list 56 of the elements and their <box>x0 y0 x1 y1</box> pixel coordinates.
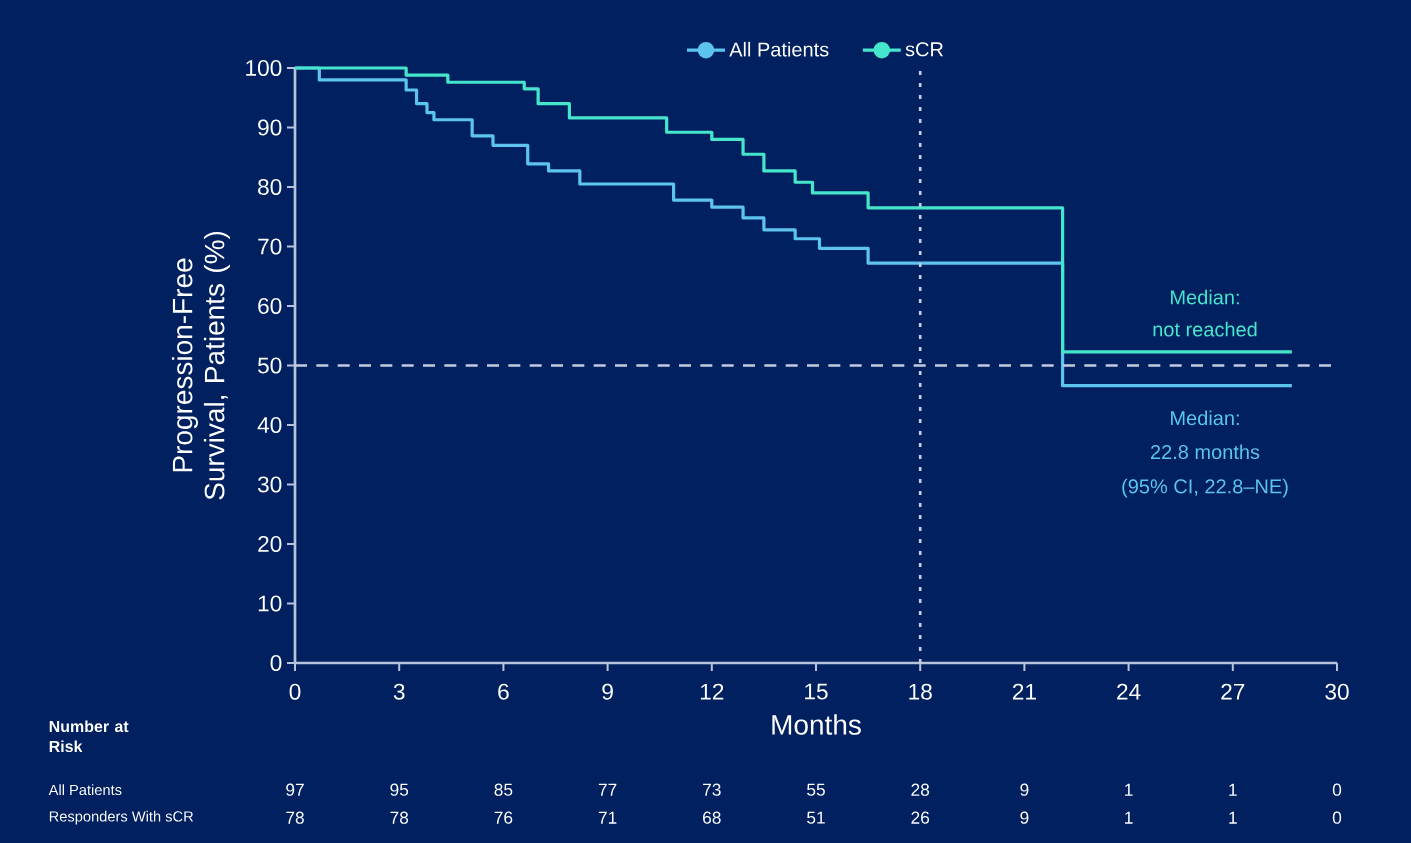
x-tick-label: 0 <box>289 683 301 700</box>
x-tick-label: 15 <box>805 683 828 700</box>
text: 1 <box>1229 783 1237 796</box>
y-tick-label: 70 <box>258 238 282 255</box>
x-tick-label: 24 <box>1117 683 1141 700</box>
y-tick-label: 20 <box>258 535 282 553</box>
x-axis-title: Months <box>772 714 861 735</box>
y-tick-label: 100 <box>246 59 282 77</box>
x-tick-label: 18 <box>909 683 932 700</box>
x-tick-label: 3 <box>393 683 405 700</box>
annotation: (95% CI, 22.8–NE) <box>1122 478 1288 498</box>
text: 26 <box>911 811 930 824</box>
text: 85 <box>494 783 513 796</box>
text: 76 <box>494 811 513 824</box>
y-tick-label: 10 <box>258 595 282 612</box>
y-tick-label: 40 <box>257 416 282 434</box>
text: 28 <box>911 783 930 796</box>
x-tick-label: 12 <box>700 683 724 700</box>
annotation: 22.8 months <box>1150 444 1260 460</box>
text: 9 <box>1020 811 1029 824</box>
text: 1 <box>1125 783 1133 796</box>
text: 0 <box>1332 783 1342 796</box>
text: 68 <box>703 811 721 824</box>
text: 73 <box>703 783 721 796</box>
text: 95 <box>390 783 409 796</box>
text: Responders With sCR <box>49 810 194 825</box>
text: 78 <box>390 811 409 824</box>
text: 71 <box>598 811 617 824</box>
y-tick-label: 50 <box>257 357 282 374</box>
y-tick-label: 0 <box>270 654 282 672</box>
text: 1 <box>1125 811 1133 824</box>
x-tick-label: 21 <box>1012 683 1036 700</box>
y-tick-label: 90 <box>258 119 282 136</box>
text: 9 <box>1020 783 1029 796</box>
y-tick-label: 80 <box>258 178 282 196</box>
legend-label: sCR <box>905 42 943 57</box>
text: 55 <box>807 783 825 796</box>
text: 0 <box>1332 811 1342 824</box>
annotation: Median: <box>1171 289 1239 305</box>
text: 97 <box>286 783 304 796</box>
x-tick-label: 27 <box>1221 683 1245 700</box>
y-axis-title: Progression-Free Survival, Patients (%) <box>171 231 230 500</box>
text: 77 <box>598 783 617 796</box>
legend-label: All Patients <box>729 41 829 57</box>
text: All Patients <box>48 784 122 796</box>
y-tick-label: 60 <box>258 297 282 315</box>
x-tick-label: 6 <box>498 683 509 700</box>
text: 51 <box>807 811 825 824</box>
text: 78 <box>286 811 304 824</box>
x-tick-label: 30 <box>1325 683 1349 700</box>
text: Number at Risk <box>49 720 129 753</box>
y-tick-label: 30 <box>257 476 282 493</box>
annotation: Median: <box>1171 410 1239 426</box>
text: 1 <box>1229 811 1237 824</box>
annotation: not reached <box>1153 321 1257 337</box>
x-tick-label: 9 <box>602 683 613 700</box>
